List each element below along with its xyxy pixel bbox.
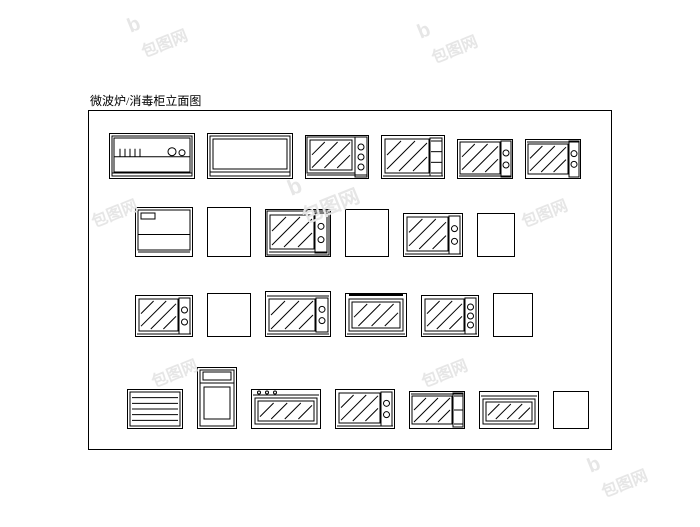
diagram-row — [89, 367, 611, 429]
watermark-text: b — [124, 13, 144, 39]
watermark-text: b — [414, 19, 434, 45]
appliance-microwave_k — [409, 391, 465, 429]
appliance-microwave_h — [265, 291, 331, 337]
appliance-microwave_i — [421, 295, 479, 337]
appliance-blank_box — [493, 293, 533, 337]
appliance-microwave_a — [305, 135, 369, 179]
appliance-microwave_e — [265, 209, 331, 257]
appliance-microwave_j — [335, 389, 395, 429]
diagram-row — [89, 129, 611, 179]
appliance-oven_a — [345, 293, 407, 337]
appliance-microwave_g — [135, 295, 193, 337]
appliance-cabinet_dishes — [109, 133, 195, 179]
diagram-grid — [89, 111, 611, 449]
diagram-row — [89, 287, 611, 337]
appliance-microwave_f — [403, 213, 463, 257]
appliance-oven_c — [479, 391, 539, 429]
watermark-text: b — [584, 453, 604, 479]
appliance-microwave_b — [381, 135, 445, 179]
appliance-blank_box — [553, 391, 589, 429]
watermark-text: 包图网 — [137, 22, 191, 62]
watermark-text: 包图网 — [427, 28, 481, 68]
appliance-blank_box — [477, 213, 515, 257]
appliance-microwave_d — [525, 139, 581, 179]
page-title: 微波炉/消毒柜立面图 — [90, 92, 201, 109]
appliance-blank_box — [207, 207, 251, 257]
diagram-frame — [88, 110, 612, 450]
diagram-row — [89, 205, 611, 257]
appliance-unit_grille — [127, 389, 183, 429]
appliance-oven_b — [251, 389, 321, 429]
watermark-text: 包图网 — [597, 462, 651, 502]
appliance-cabinet_plain — [207, 133, 293, 179]
appliance-microwave_c — [457, 139, 513, 179]
appliance-sterilizer_a — [135, 207, 193, 257]
appliance-blank_box — [207, 293, 251, 337]
appliance-tall_unit — [197, 367, 237, 429]
appliance-blank_box — [345, 209, 389, 257]
